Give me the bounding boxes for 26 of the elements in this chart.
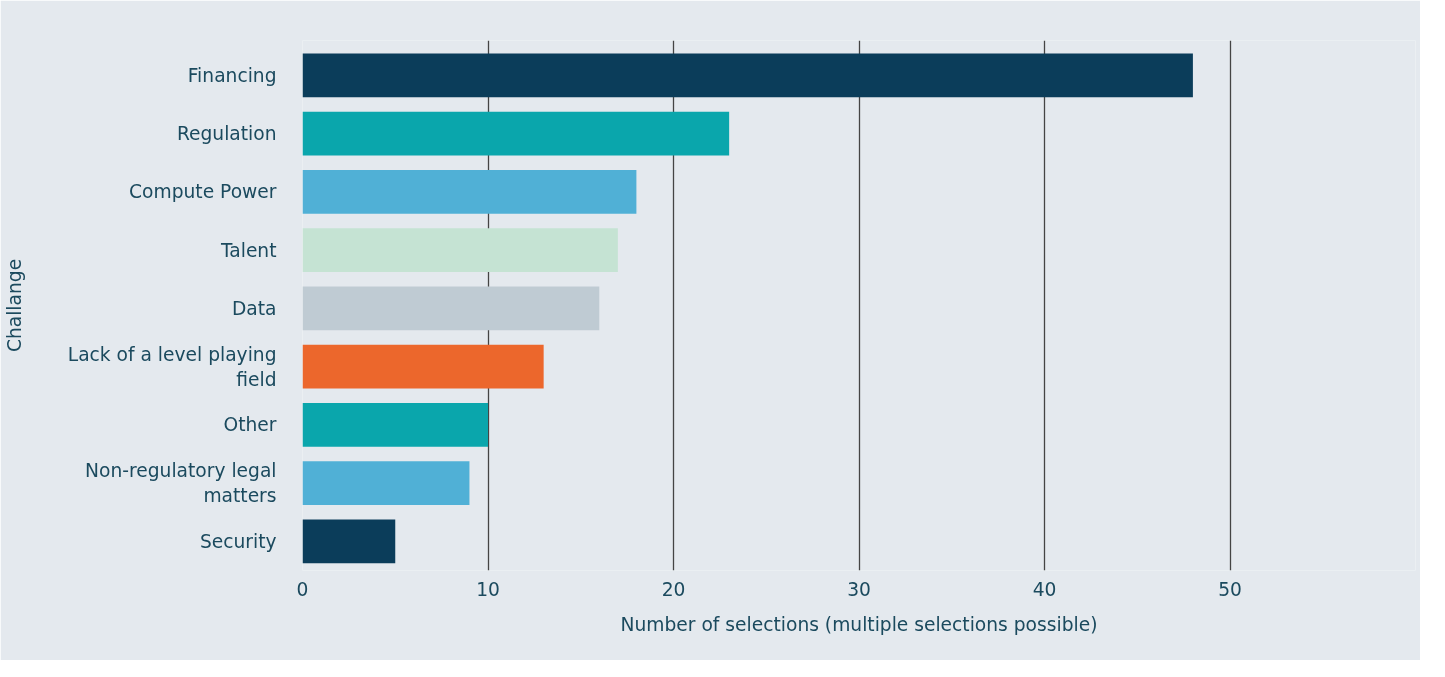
- y-tick-label: Security: [199, 530, 277, 552]
- bar: [302, 111, 730, 156]
- y-tick-label: Regulation: [176, 123, 277, 145]
- x-tick-label: 30: [847, 578, 871, 600]
- y-tick-label: Lack of a level playing field: [67, 343, 277, 390]
- y-axis-title: Challange: [3, 258, 25, 353]
- y-tick-label: Financing: [187, 64, 277, 86]
- bar: [302, 228, 618, 273]
- bar: [302, 519, 396, 564]
- x-tick-label: 10: [476, 578, 500, 600]
- x-tick-label: 40: [1032, 578, 1057, 600]
- x-axis-title: Number of selections (multiple selections possible): [620, 613, 1098, 635]
- bar: [302, 461, 470, 505]
- bar: [302, 344, 544, 389]
- bar: [302, 403, 488, 447]
- y-tick-label: Data: [231, 297, 277, 319]
- y-tick-label: Talent: [219, 239, 277, 261]
- bar: [302, 170, 637, 214]
- y-tick-label: Non-regulatory legal matters: [85, 460, 277, 507]
- x-tick-label: 50: [1218, 578, 1242, 600]
- x-tick-label: 20: [661, 578, 686, 600]
- y-tick-label: Compute Power: [129, 181, 277, 203]
- bar: [302, 286, 600, 331]
- y-tick-label: Other: [223, 414, 277, 436]
- bar: [302, 53, 1193, 98]
- x-tick-label: 0: [296, 578, 309, 600]
